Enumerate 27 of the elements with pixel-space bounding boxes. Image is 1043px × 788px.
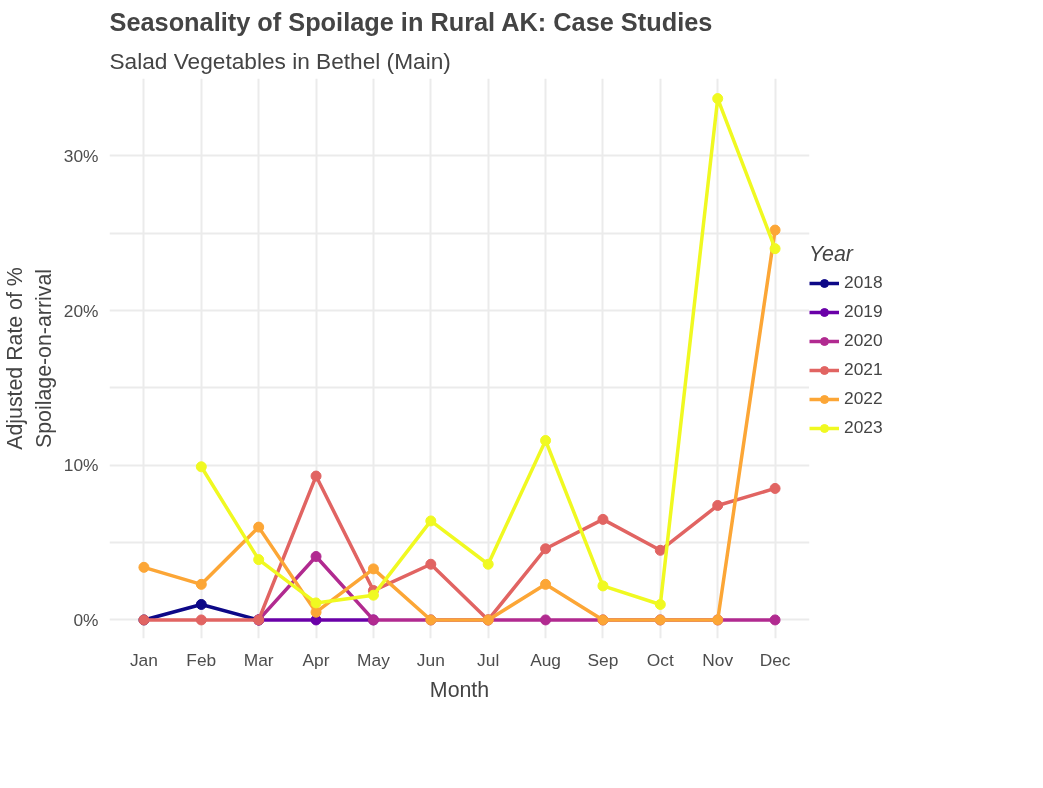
x-tick-label: Oct xyxy=(646,649,674,670)
x-tick-label: Sep xyxy=(587,649,619,670)
x-tick-label: Jun xyxy=(416,649,445,670)
legend-label: 2023 xyxy=(844,417,883,438)
chart-title: Seasonality of Spoilage in Rural AK: Case Studies xyxy=(109,7,713,36)
chart-subtitle: Salad Vegetables in Bethel (Main) xyxy=(109,47,451,74)
y-tick-label: 20% xyxy=(63,300,99,321)
x-tick-label: Jul xyxy=(477,649,500,670)
legend-label: 2018 xyxy=(844,272,883,293)
legend-label: 2019 xyxy=(844,301,883,322)
x-tick-label: Apr xyxy=(302,649,330,670)
x-tick-label: Nov xyxy=(702,649,734,670)
y-tick-label: 0% xyxy=(73,609,99,630)
legend-title: Year xyxy=(809,242,855,267)
x-tick-label: May xyxy=(357,649,391,670)
y-tick-label: 10% xyxy=(63,455,99,476)
x-tick-label: Feb xyxy=(186,649,217,670)
x-tick-label: Aug xyxy=(530,649,561,670)
y-axis-title: Adjusted Rate of % Spoilage-on-arrival xyxy=(3,267,56,450)
y-tick-label: 30% xyxy=(63,145,99,166)
legend-label: 2020 xyxy=(844,330,883,351)
x-axis-title: Month xyxy=(429,677,490,702)
x-tick-label: Dec xyxy=(759,649,791,670)
legend-label: 2021 xyxy=(844,359,883,380)
legend-label: 2022 xyxy=(844,388,883,409)
x-tick-label: Mar xyxy=(243,649,274,670)
x-tick-label: Jan xyxy=(129,649,158,670)
